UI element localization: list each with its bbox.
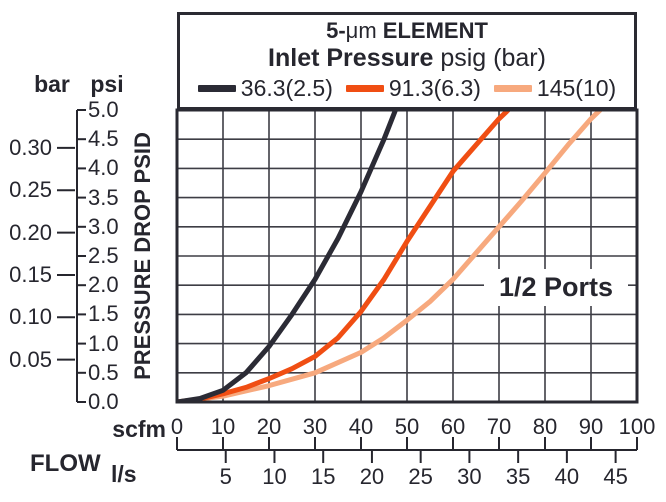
chart-title: 5-μm ELEMENT: [326, 18, 488, 44]
scfm-unit-label: scfm: [112, 416, 166, 442]
psi-tick-label: 3.5: [88, 184, 119, 210]
scfm-tick-label: 0: [170, 414, 184, 439]
legend-swatch-91-line-icon: [345, 84, 384, 92]
bar-tick-label: 0.20: [9, 219, 52, 245]
legend-swatch-36-line-icon: [197, 84, 236, 92]
legend-item-36: 36.3(2.5): [197, 75, 333, 101]
scfm-tick-label: 20: [256, 414, 282, 439]
scfm-tick-label: 90: [578, 414, 604, 439]
scfm-tick-label: 30: [302, 414, 328, 439]
psi-tick-label: 2.0: [88, 272, 119, 298]
chart-subtitle: Inlet Pressure psig (bar): [268, 44, 546, 73]
psi-tick-label: 4.5: [88, 126, 119, 152]
curve-36.3(2.5): [177, 110, 398, 402]
curve-91.3(6.3): [177, 110, 511, 402]
psi-unit-label: psi: [90, 71, 124, 97]
psi-tick-label: 5.0: [88, 97, 119, 122]
legend-label-145: 145(10): [536, 75, 617, 101]
micro-symbol: μm: [345, 18, 377, 43]
psi-tick-label: 2.5: [88, 243, 119, 268]
scfm-tick-label: 40: [348, 414, 374, 439]
ls-tick-label: 25: [408, 464, 433, 489]
ls-unit-label: l/s: [111, 461, 137, 487]
scfm-tick-label: 100: [618, 414, 656, 439]
legend-item-91: 91.3(6.3): [345, 75, 481, 101]
bar-tick-label: 0.30: [9, 134, 52, 160]
psi-tick-label: 3.0: [88, 213, 119, 239]
legend: 36.3(2.5) 91.3(6.3) 145(10): [197, 73, 617, 103]
scfm-tick-label: 50: [394, 414, 420, 439]
ls-tick-label: 30: [457, 464, 482, 489]
legend-label-91: 91.3(6.3): [388, 75, 481, 101]
curve-145(10): [177, 110, 603, 402]
scfm-tick-label: 70: [486, 414, 512, 439]
flow-axis-label: FLOW: [30, 450, 101, 477]
ls-tick-label: 5: [219, 464, 232, 489]
bar-tick-label: 0.05: [9, 346, 52, 372]
psi-tick-label: 4.0: [88, 155, 119, 181]
ls-tick-label: 20: [359, 464, 385, 489]
subtitle-bold: Inlet Pressure: [268, 44, 434, 72]
bar-tick-label: 0.25: [9, 177, 52, 203]
ls-tick-label: 15: [310, 464, 336, 489]
chart-header-box: 5-μm ELEMENT Inlet Pressure psig (bar) 3…: [177, 12, 637, 110]
plot-border: [175, 108, 639, 404]
legend-swatch-145-line-icon: [493, 84, 532, 92]
psi-tick-label: 1.0: [88, 330, 119, 356]
title-suffix: ELEMENT: [376, 18, 488, 43]
bar-tick-label: 0.15: [9, 261, 52, 287]
ls-tick-label: 35: [505, 464, 531, 489]
psi-tick-label: 0.0: [88, 389, 119, 414]
title-prefix: 5-: [326, 18, 346, 43]
psi-tick-label: 1.5: [88, 301, 119, 327]
ls-tick-label: 10: [262, 464, 287, 489]
legend-item-145: 145(10): [493, 75, 617, 101]
scfm-tick-label: 80: [532, 414, 558, 439]
ls-tick-label: 45: [603, 464, 628, 489]
scfm-tick-label: 60: [440, 414, 466, 439]
psi-tick-label: 0.5: [88, 359, 119, 385]
ports-annotation: 1/2 Ports: [484, 269, 628, 306]
bar-unit-label: bar: [34, 71, 70, 97]
bar-tick-label: 0.10: [9, 304, 52, 330]
subtitle-regular: psig (bar): [433, 44, 546, 72]
scfm-tick-label: 10: [210, 414, 236, 439]
ls-tick-label: 40: [554, 464, 580, 489]
legend-label-36: 36.3(2.5): [240, 75, 333, 101]
